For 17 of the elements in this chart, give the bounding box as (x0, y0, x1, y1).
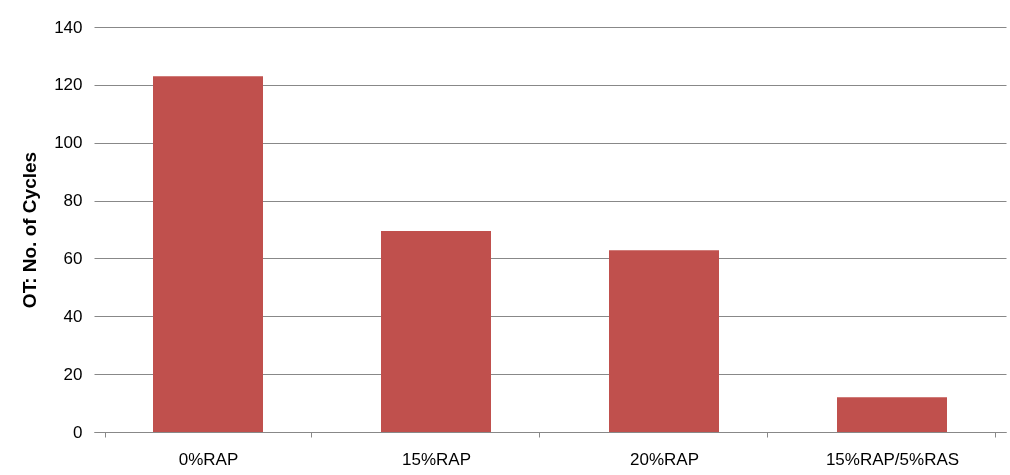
x-tick-label: 15%RAP/5%RAS (825, 449, 960, 469)
bar (381, 230, 491, 432)
x-tick-label: 20%RAP (630, 449, 699, 469)
y-tick-label: 0 (73, 422, 83, 442)
bar (837, 397, 947, 432)
x-tick-label: 15%RAP (402, 449, 471, 469)
y-tick-label: 40 (63, 306, 83, 326)
y-tick-label: 140 (54, 17, 83, 37)
bar (153, 76, 263, 432)
y-tick-label: 100 (54, 133, 83, 153)
y-tick-label: 80 (63, 191, 83, 211)
y-tick-label: 20 (63, 364, 83, 384)
y-tick-label: 60 (63, 248, 83, 268)
y-axis-title: OT: No. of Cycles (19, 151, 41, 309)
bar (609, 250, 719, 432)
x-tick-label: 0%RAP (178, 449, 239, 469)
y-tick-label: 120 (54, 75, 83, 95)
